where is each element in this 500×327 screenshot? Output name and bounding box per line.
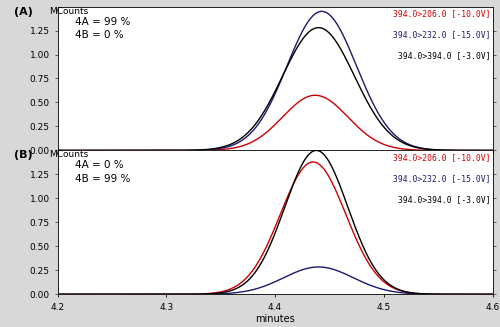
Text: 4A = 0 %
4B = 99 %: 4A = 0 % 4B = 99 %: [75, 161, 130, 184]
Text: 394.0>232.0 [-15.0V]: 394.0>232.0 [-15.0V]: [393, 30, 490, 39]
Text: 394.0>232.0 [-15.0V]: 394.0>232.0 [-15.0V]: [393, 174, 490, 183]
Text: 394.0>206.0 [-10.0V]: 394.0>206.0 [-10.0V]: [393, 9, 490, 18]
X-axis label: minutes: minutes: [255, 315, 295, 324]
Text: 4A = 99 %
4B = 0 %: 4A = 99 % 4B = 0 %: [75, 17, 130, 40]
Text: 394.0>206.0 [-10.0V]: 394.0>206.0 [-10.0V]: [393, 153, 490, 162]
Text: MCounts: MCounts: [49, 7, 88, 16]
Text: (A): (A): [14, 7, 33, 17]
Text: (B): (B): [14, 150, 32, 161]
Text: 394.0>394.0 [-3.0V]: 394.0>394.0 [-3.0V]: [398, 195, 490, 204]
Text: 394.0>394.0 [-3.0V]: 394.0>394.0 [-3.0V]: [398, 51, 490, 60]
Text: MCounts: MCounts: [49, 150, 88, 160]
